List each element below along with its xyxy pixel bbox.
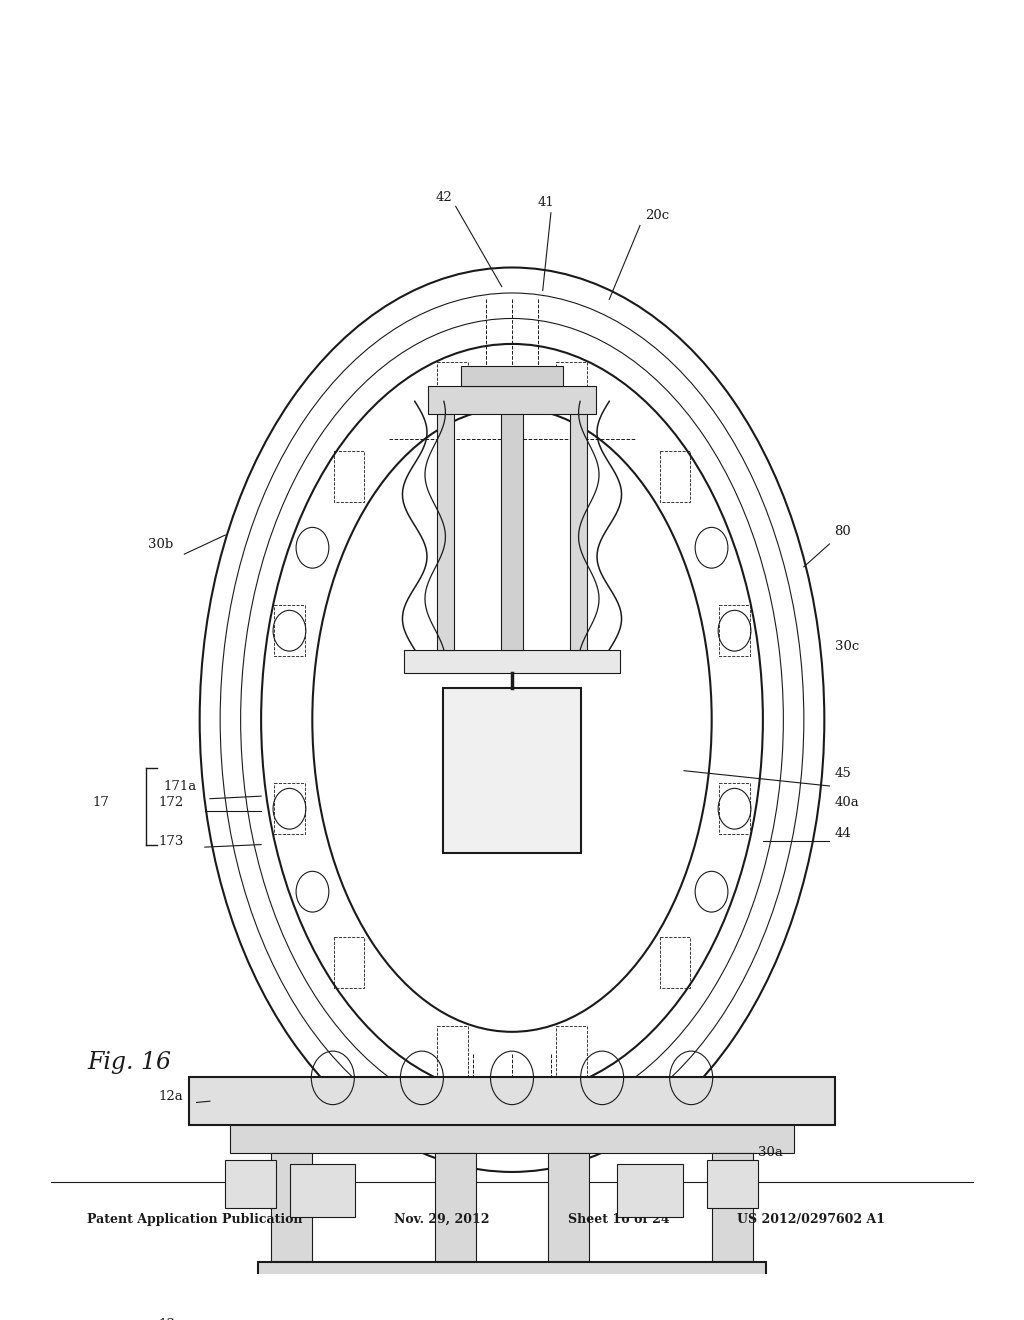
- Text: 41: 41: [538, 197, 554, 210]
- Bar: [548, 1154, 589, 1262]
- Text: 30b: 30b: [148, 537, 174, 550]
- Bar: [501, 388, 523, 649]
- Bar: [437, 401, 454, 649]
- Bar: [461, 366, 563, 385]
- Text: 40a: 40a: [835, 796, 859, 809]
- Text: 80: 80: [835, 525, 851, 539]
- Bar: [404, 649, 620, 673]
- Bar: [197, 1290, 273, 1308]
- Bar: [271, 1154, 312, 1262]
- Text: 13: 13: [159, 1317, 175, 1320]
- Text: Nov. 29, 2012: Nov. 29, 2012: [394, 1213, 489, 1226]
- Bar: [428, 385, 596, 414]
- Bar: [540, 1290, 616, 1308]
- Text: 17: 17: [93, 796, 110, 809]
- Bar: [693, 1290, 770, 1308]
- Text: 20c: 20c: [645, 209, 670, 222]
- Text: 172: 172: [159, 796, 184, 809]
- Bar: [225, 1160, 276, 1208]
- Text: 42: 42: [435, 191, 452, 205]
- Text: 171a: 171a: [164, 780, 197, 793]
- Text: US 2012/0297602 A1: US 2012/0297602 A1: [737, 1213, 886, 1226]
- Text: Patent Application Publication: Patent Application Publication: [87, 1213, 302, 1226]
- Text: 12a: 12a: [159, 1090, 183, 1104]
- Bar: [435, 1154, 476, 1262]
- Bar: [230, 1126, 794, 1154]
- Text: 30c: 30c: [835, 640, 859, 652]
- Bar: [617, 1164, 683, 1217]
- Text: 173: 173: [159, 834, 184, 847]
- Text: 44: 44: [835, 826, 851, 840]
- Text: Fig. 16: Fig. 16: [87, 1051, 171, 1074]
- Bar: [442, 688, 582, 854]
- Text: Sheet 16 of 24: Sheet 16 of 24: [568, 1213, 670, 1226]
- Bar: [712, 1154, 753, 1262]
- Bar: [381, 1290, 458, 1308]
- Bar: [707, 1160, 758, 1208]
- Bar: [258, 1262, 766, 1290]
- Bar: [189, 1077, 835, 1126]
- Bar: [290, 1164, 355, 1217]
- Bar: [570, 401, 587, 649]
- Text: 30a: 30a: [758, 1146, 782, 1159]
- Text: 45: 45: [835, 767, 851, 780]
